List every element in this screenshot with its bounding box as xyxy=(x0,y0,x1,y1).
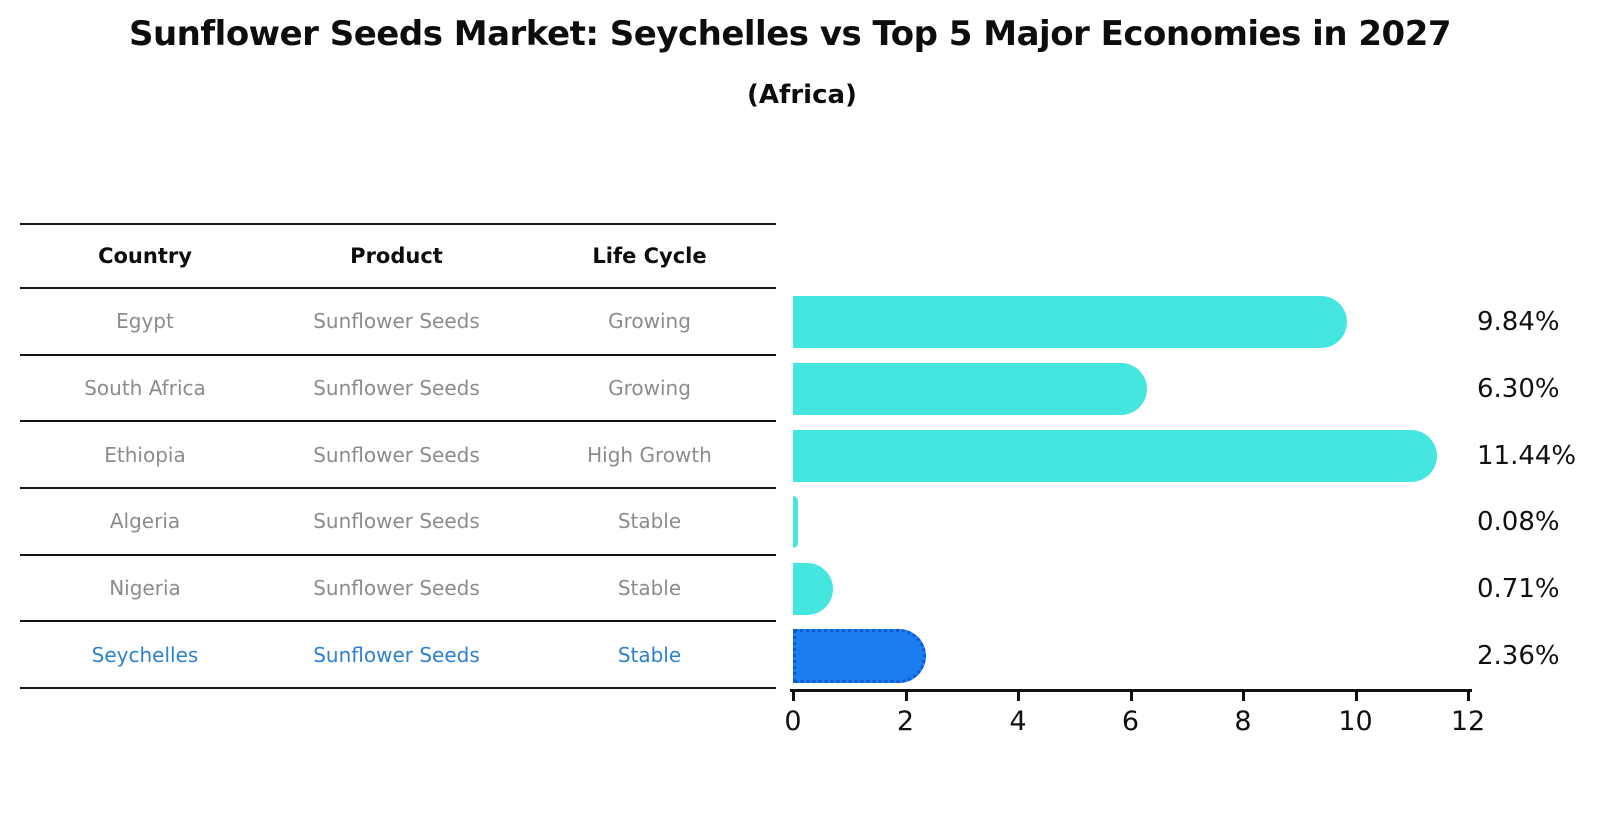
cell-country: Nigeria xyxy=(109,576,181,601)
cell-product: Sunflower Seeds xyxy=(313,509,480,534)
page-subtitle: (Africa) xyxy=(747,80,857,110)
cell-life-cycle: Growing xyxy=(608,309,691,334)
bar-row xyxy=(793,422,1473,489)
bar-row xyxy=(793,489,1473,556)
table-row: Egypt Sunflower Seeds Growing xyxy=(20,289,776,356)
table-row-seychelles: Seychelles Sunflower Seeds Stable xyxy=(20,622,776,690)
cell-product: Sunflower Seeds xyxy=(313,376,480,401)
table-row: South Africa Sunflower Seeds Growing xyxy=(20,356,776,423)
x-tick-mark xyxy=(1129,692,1133,701)
x-tick-label: 10 xyxy=(1338,706,1373,737)
x-tick-mark xyxy=(1467,692,1470,701)
x-tick-label: 8 xyxy=(1234,706,1252,737)
x-tick-label: 0 xyxy=(784,706,802,737)
x-tick-mark xyxy=(904,692,908,701)
page-title: Sunflower Seeds Market: Seychelles vs To… xyxy=(128,14,1452,54)
table-row: Ethiopia Sunflower Seeds High Growth xyxy=(20,422,776,490)
column-header-life-cycle: Life Cycle xyxy=(592,244,707,268)
cell-product: Sunflower Seeds xyxy=(313,442,480,467)
cell-life-cycle: Stable xyxy=(617,509,682,534)
cell-product: Sunflower Seeds xyxy=(313,576,480,601)
cell-life-cycle: High Growth xyxy=(587,442,712,467)
value-label-algeria: 0.08% xyxy=(1477,507,1560,538)
table-row: Algeria Sunflower Seeds Stable xyxy=(20,489,776,556)
bar-ethiopia xyxy=(793,429,1437,482)
bar-algeria xyxy=(793,496,798,549)
bar-chart-plot-area xyxy=(793,289,1473,689)
table-header-row: Country Product Life Cycle xyxy=(20,223,776,289)
x-tick-mark xyxy=(1242,692,1245,701)
bar-row xyxy=(793,289,1473,356)
value-labels: 9.84% 6.30% 11.44% 0.08% 0.71% 2.36% xyxy=(1477,289,1602,689)
bar-nigeria xyxy=(793,563,833,616)
value-label-nigeria: 0.71% xyxy=(1477,574,1560,605)
table-row: Nigeria Sunflower Seeds Stable xyxy=(20,556,776,623)
cell-country: Seychelles xyxy=(91,642,199,667)
x-tick-mark xyxy=(1354,692,1358,701)
x-tick-label: 2 xyxy=(896,706,915,737)
country-table: Country Product Life Cycle Egypt Sunflow… xyxy=(20,223,776,690)
x-tick-mark xyxy=(792,692,795,701)
cell-product: Sunflower Seeds xyxy=(313,309,480,334)
x-tick-mark xyxy=(1017,692,1020,701)
bar-south-africa xyxy=(793,363,1148,416)
cell-life-cycle: Growing xyxy=(608,376,691,401)
cell-life-cycle: Stable xyxy=(617,576,682,601)
value-label-ethiopia: 11.44% xyxy=(1477,440,1577,471)
cell-country: Algeria xyxy=(109,509,181,534)
bar-row xyxy=(793,556,1473,623)
bar-egypt xyxy=(793,296,1347,349)
cell-country: Ethiopia xyxy=(104,442,186,467)
value-label-egypt: 9.84% xyxy=(1477,307,1560,338)
x-tick-label: 12 xyxy=(1450,706,1486,737)
bar-row xyxy=(793,622,1473,689)
column-header-product: Product xyxy=(350,244,443,268)
cell-life-cycle: Stable xyxy=(617,642,682,667)
bar-row xyxy=(793,356,1473,423)
x-axis-line xyxy=(790,689,1472,692)
cell-country: Egypt xyxy=(116,309,174,334)
x-tick-label: 4 xyxy=(1009,706,1027,737)
column-header-country: Country xyxy=(98,244,192,268)
cell-country: South Africa xyxy=(84,376,206,401)
x-tick-label: 6 xyxy=(1121,706,1140,737)
cell-product: Sunflower Seeds xyxy=(313,642,480,667)
value-label-seychelles: 2.36% xyxy=(1477,640,1560,671)
x-axis-ticks: 0 2 4 6 8 10 12 xyxy=(784,692,1485,752)
value-label-south-africa: 6.30% xyxy=(1477,374,1560,405)
bar-seychelles xyxy=(793,628,926,683)
